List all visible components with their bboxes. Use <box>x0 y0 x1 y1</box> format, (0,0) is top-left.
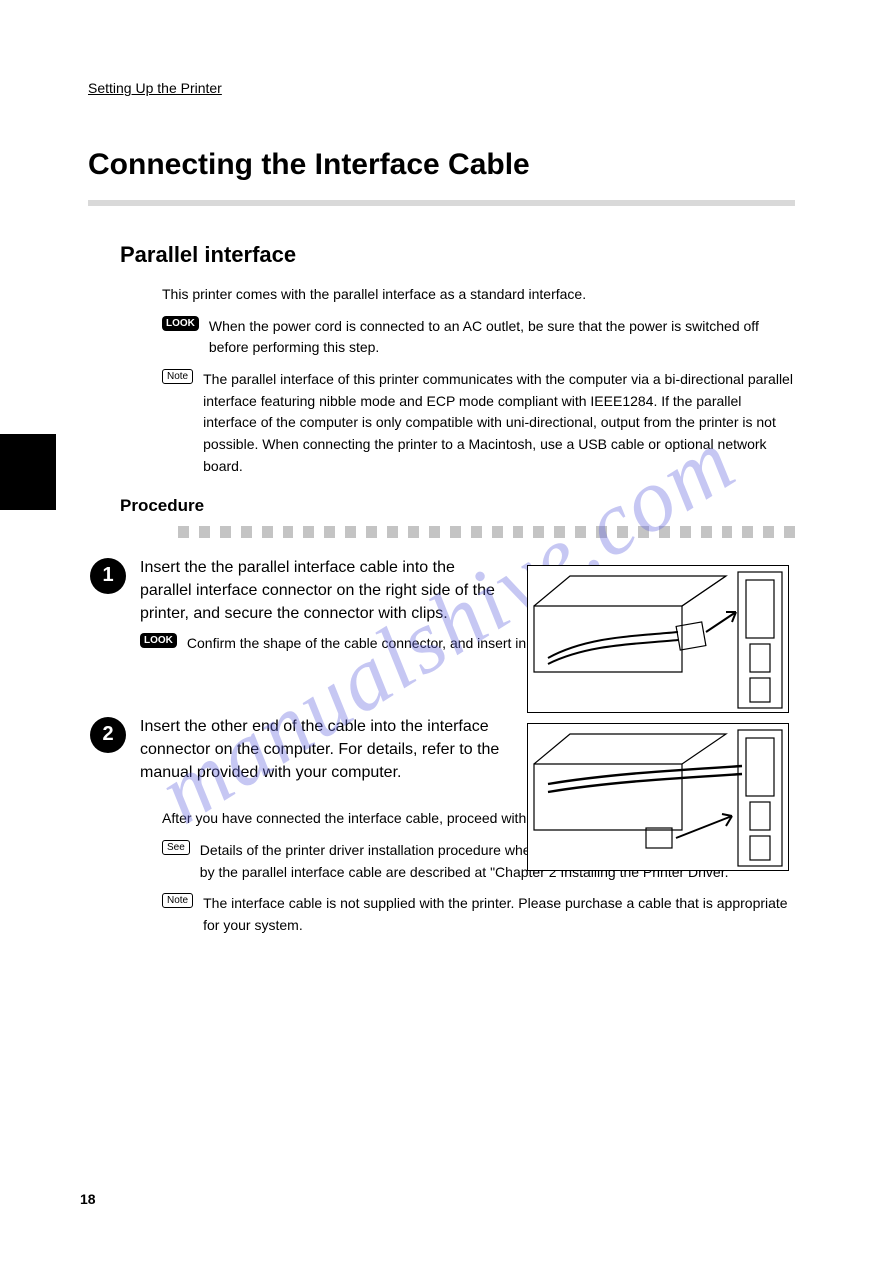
look-note-parallel: LOOK When the power cord is connected to… <box>162 316 795 359</box>
figure-2-cable-seated <box>527 723 789 871</box>
look-badge: LOOK <box>162 316 199 331</box>
running-head: Setting Up the Printer <box>88 80 795 96</box>
note-lower-text: The interface cable is not supplied with… <box>203 893 795 936</box>
note-text: The parallel interface of this printer c… <box>203 369 795 477</box>
figure-2-svg <box>528 724 790 872</box>
page-root: manualshive.com Setting Up the Printer C… <box>0 0 893 1263</box>
note-badge: Note <box>162 369 193 384</box>
chapter-tab <box>0 434 56 510</box>
page-number: 18 <box>80 1191 96 1207</box>
note-badge: Note <box>162 893 193 908</box>
figure-1-svg <box>528 566 790 714</box>
look-badge: LOOK <box>140 633 177 648</box>
step-1-number: 1 <box>90 558 126 594</box>
step-2-number: 2 <box>90 717 126 753</box>
figure-column <box>527 565 789 881</box>
step-1-text: Insert the the parallel interface cable … <box>140 556 510 626</box>
step-2-text: Insert the other end of the cable into t… <box>140 715 510 785</box>
procedure-heading: Procedure <box>120 496 795 516</box>
section-parallel-interface: Parallel interface <box>120 242 795 268</box>
see-badge: See <box>162 840 190 855</box>
title-rule <box>88 200 795 206</box>
body-column: This printer comes with the parallel int… <box>162 284 795 478</box>
intro-paragraph: This printer comes with the parallel int… <box>162 284 795 306</box>
note-parallel: Note The parallel interface of this prin… <box>162 369 795 477</box>
dotted-rule <box>178 526 795 538</box>
page-title: Connecting the Interface Cable <box>88 148 795 182</box>
note-lower: Note The interface cable is not supplied… <box>162 893 795 936</box>
look-text: When the power cord is connected to an A… <box>209 316 795 359</box>
figure-1-cable-insert <box>527 565 789 713</box>
